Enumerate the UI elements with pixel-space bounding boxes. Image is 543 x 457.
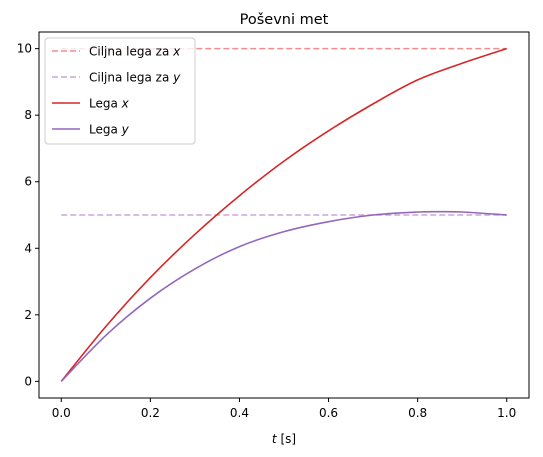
axis-ticks: 0.0 0.2 0.4 0.6 0.8 1.0 0 2 4 6 8 10: [17, 42, 517, 420]
y-tick-label: 2: [24, 308, 32, 322]
x-axis-label-unit: [s]: [277, 432, 296, 446]
legend-label-variable: y: [121, 123, 130, 137]
x-tick-label: 0.6: [319, 406, 338, 420]
x-tick-label: 0.0: [52, 406, 71, 420]
y-tick-label: 10: [17, 42, 32, 56]
legend-label-text: Lega: [89, 97, 122, 111]
x-axis-label: t [s]: [272, 432, 296, 446]
legend-label: Lega y: [89, 123, 130, 137]
series-line-3: [60, 47, 507, 382]
y-tick-label: 6: [24, 175, 32, 189]
x-tick-label: 0.8: [408, 406, 427, 420]
legend-label: Lega x: [89, 97, 130, 111]
y-tick-label: 8: [24, 108, 32, 122]
legend-label-text: Ciljna lega za: [89, 71, 173, 85]
legend-label-variable: y: [172, 71, 181, 85]
y-tick-label: 0: [24, 374, 32, 388]
x-tick-label: 1.0: [497, 406, 516, 420]
legend-label: Ciljna lega za y: [89, 71, 181, 85]
series-line-4: [60, 210, 507, 382]
legend-label-variable: x: [121, 97, 130, 111]
x-axis-label-variable: t: [272, 432, 278, 446]
legend-label-text: Ciljna lega za: [89, 45, 173, 59]
chart-title: Poševni met: [240, 12, 329, 28]
y-tick-label: 4: [24, 241, 32, 255]
axes-frame: [38, 31, 530, 399]
legend-box: [44, 37, 196, 145]
x-tick-label: 0.2: [141, 406, 160, 420]
legend-label-variable: x: [172, 45, 181, 59]
legend-label: Ciljna lega za x: [89, 45, 181, 59]
x-tick-label: 0.4: [230, 406, 249, 420]
legend-label-text: Lega: [89, 123, 122, 137]
